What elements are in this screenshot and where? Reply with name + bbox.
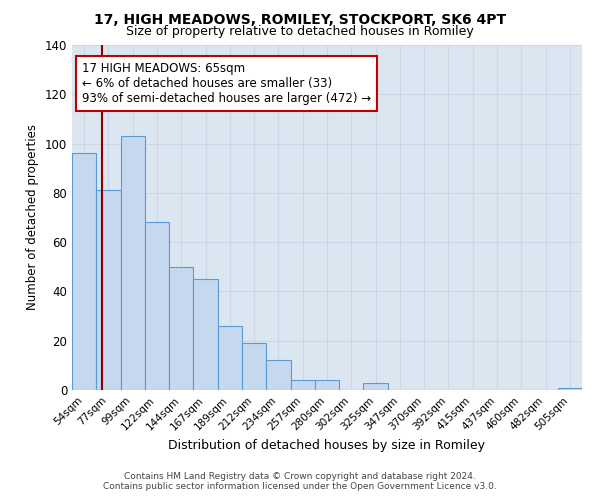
Bar bbox=[145, 222, 169, 390]
Text: 17, HIGH MEADOWS, ROMILEY, STOCKPORT, SK6 4PT: 17, HIGH MEADOWS, ROMILEY, STOCKPORT, SK… bbox=[94, 12, 506, 26]
Text: 17 HIGH MEADOWS: 65sqm
← 6% of detached houses are smaller (33)
93% of semi-deta: 17 HIGH MEADOWS: 65sqm ← 6% of detached … bbox=[82, 62, 371, 106]
Bar bbox=[96, 190, 121, 390]
Bar bbox=[72, 154, 96, 390]
Bar bbox=[193, 279, 218, 390]
Bar bbox=[169, 267, 193, 390]
Bar bbox=[290, 380, 315, 390]
Bar bbox=[266, 360, 290, 390]
Bar bbox=[558, 388, 582, 390]
Bar bbox=[242, 343, 266, 390]
Bar bbox=[364, 382, 388, 390]
Bar bbox=[315, 380, 339, 390]
Text: Size of property relative to detached houses in Romiley: Size of property relative to detached ho… bbox=[126, 25, 474, 38]
Bar bbox=[218, 326, 242, 390]
X-axis label: Distribution of detached houses by size in Romiley: Distribution of detached houses by size … bbox=[169, 438, 485, 452]
Text: Contains HM Land Registry data © Crown copyright and database right 2024.
Contai: Contains HM Land Registry data © Crown c… bbox=[103, 472, 497, 491]
Bar bbox=[121, 136, 145, 390]
Y-axis label: Number of detached properties: Number of detached properties bbox=[26, 124, 39, 310]
